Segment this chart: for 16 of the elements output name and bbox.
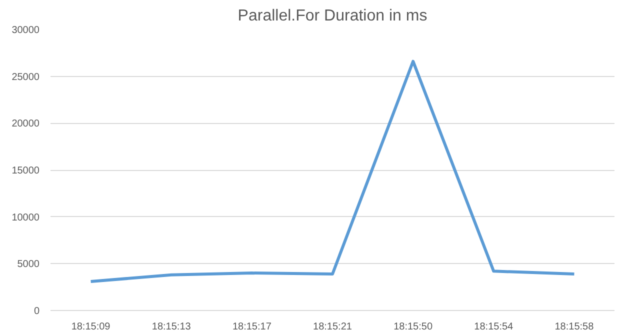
- y-tick-label: 0: [34, 306, 40, 317]
- y-tick-label: 20000: [12, 118, 40, 130]
- x-tick-label: 18:15:09: [71, 322, 111, 332]
- y-tick-label: 10000: [12, 212, 40, 224]
- y-tick-label: 5000: [17, 259, 40, 270]
- x-tick-label: 18:15:17: [232, 322, 272, 332]
- x-tick-label: 18:15:58: [554, 322, 594, 332]
- line-series: [89, 60, 576, 283]
- y-tick-label: 30000: [12, 25, 40, 36]
- y-tick-label: 15000: [12, 166, 40, 176]
- x-tick-label: 18:15:54: [474, 322, 514, 332]
- y-tick-label: 25000: [12, 72, 40, 83]
- x-tick-label: 18:15:13: [152, 322, 192, 332]
- chart-title: Parallel.For Duration in ms: [238, 8, 428, 24]
- x-tick-label: 18:15:50: [394, 322, 433, 332]
- x-tick-label: 18:15:21: [313, 322, 352, 332]
